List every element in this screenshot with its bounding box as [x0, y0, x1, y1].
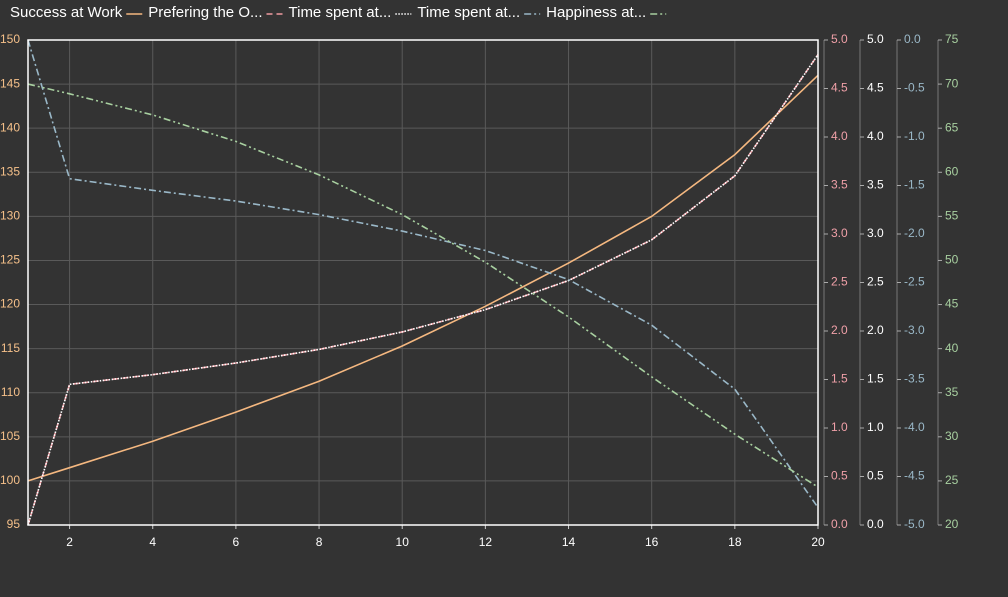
legend-label: Time spent at... — [289, 4, 392, 21]
legend-label: Happiness at... — [546, 4, 646, 21]
y-tick-label: 2.5 — [831, 275, 848, 289]
y-tick-label: -2.0 — [904, 226, 925, 240]
y-tick-label: 3.0 — [867, 226, 884, 240]
y-tick-label: 0.0 — [867, 517, 884, 531]
y-tick-label: 0.5 — [867, 469, 884, 483]
y-tick-label: 0.0 — [831, 517, 848, 531]
series-line — [27, 54, 819, 526]
y-tick-label: -2.5 — [904, 275, 925, 289]
series-line — [27, 74, 819, 482]
legend: Success at Work Prefering the O... Time sp… — [10, 4, 667, 21]
y-tick-label: 5.0 — [867, 32, 884, 46]
y-tick-label: 40 — [945, 341, 959, 355]
y-tick-label: 140 — [0, 120, 20, 134]
y-tick-label: 1.5 — [867, 372, 884, 386]
legend-label: Time spent at... — [417, 4, 520, 21]
y-tick-label: 0.5 — [831, 469, 848, 483]
y-tick-label: -0.5 — [904, 81, 925, 95]
y-tick-label: 2.0 — [867, 323, 884, 337]
x-tick-label: 16 — [645, 535, 659, 549]
y-tick-label: -1.0 — [904, 129, 925, 143]
y-tick-label: 30 — [945, 429, 959, 443]
y-tick-label: 4.0 — [867, 129, 884, 143]
x-tick-label: 2 — [66, 535, 73, 549]
y-tick-label: 3.5 — [867, 178, 884, 192]
y-tick-label: 60 — [945, 164, 959, 178]
y-tick-label: 50 — [945, 253, 959, 267]
y-tick-label: 125 — [0, 253, 20, 267]
series-line — [27, 39, 819, 508]
y-tick-label: 110 — [1, 385, 20, 399]
y-tick-label: 120 — [0, 297, 20, 311]
y-tick-label: 3.5 — [831, 178, 848, 192]
y-tick-label: 1.0 — [867, 420, 884, 434]
y-tick-label: 25 — [945, 473, 959, 487]
x-tick-label: 6 — [233, 535, 240, 549]
y-tick-label: 145 — [0, 76, 20, 90]
x-tick-label: 18 — [728, 535, 742, 549]
x-tick-label: 10 — [396, 535, 410, 549]
y-tick-label: -4.5 — [904, 469, 925, 483]
series-line — [27, 83, 819, 488]
x-tick-label: 14 — [562, 535, 576, 549]
series-line — [27, 54, 819, 526]
x-tick-label: 12 — [479, 535, 493, 549]
y-tick-label: -4.0 — [904, 420, 925, 434]
y-tick-label: 2.5 — [867, 275, 884, 289]
x-tick-label: 8 — [316, 535, 323, 549]
y-tick-label: 150 — [0, 32, 20, 46]
y-tick-label: 75 — [945, 32, 959, 46]
y-tick-label: -3.5 — [904, 372, 925, 386]
y-tick-label: 3.0 — [831, 226, 848, 240]
y-tick-label: 95 — [7, 517, 21, 531]
y-tick-label: 100 — [0, 473, 20, 487]
y-tick-label: 105 — [0, 429, 20, 443]
y-tick-label: 1.5 — [831, 372, 848, 386]
y-tick-label: 130 — [0, 209, 20, 223]
x-tick-label: 20 — [811, 535, 825, 549]
y-tick-label: 55 — [945, 209, 959, 223]
legend-label: Success at Work — [10, 4, 123, 21]
y-tick-label: 2.0 — [831, 323, 848, 337]
y-tick-label: 0.0 — [904, 32, 921, 46]
y-tick-label: -1.5 — [904, 178, 925, 192]
y-tick-label: 1.0 — [831, 420, 848, 434]
y-tick-label: 135 — [0, 164, 20, 178]
x-tick-label: 4 — [149, 535, 156, 549]
y-tick-label: -3.0 — [904, 323, 925, 337]
y-tick-label: 4.5 — [867, 81, 884, 95]
y-tick-label: 45 — [945, 297, 959, 311]
y-tick-label: -5.0 — [904, 517, 925, 531]
legend-label: Prefering the O... — [148, 4, 262, 21]
y-tick-label: 4.5 — [831, 81, 848, 95]
plot-frame — [27, 39, 819, 526]
y-tick-label: 65 — [945, 120, 959, 134]
y-tick-label: 115 — [1, 341, 20, 355]
y-tick-label: 35 — [945, 385, 959, 399]
y-tick-label: 20 — [945, 517, 959, 531]
y-tick-label: 5.0 — [831, 32, 848, 46]
y-tick-label: 4.0 — [831, 129, 848, 143]
y-tick-label: 70 — [945, 76, 959, 90]
